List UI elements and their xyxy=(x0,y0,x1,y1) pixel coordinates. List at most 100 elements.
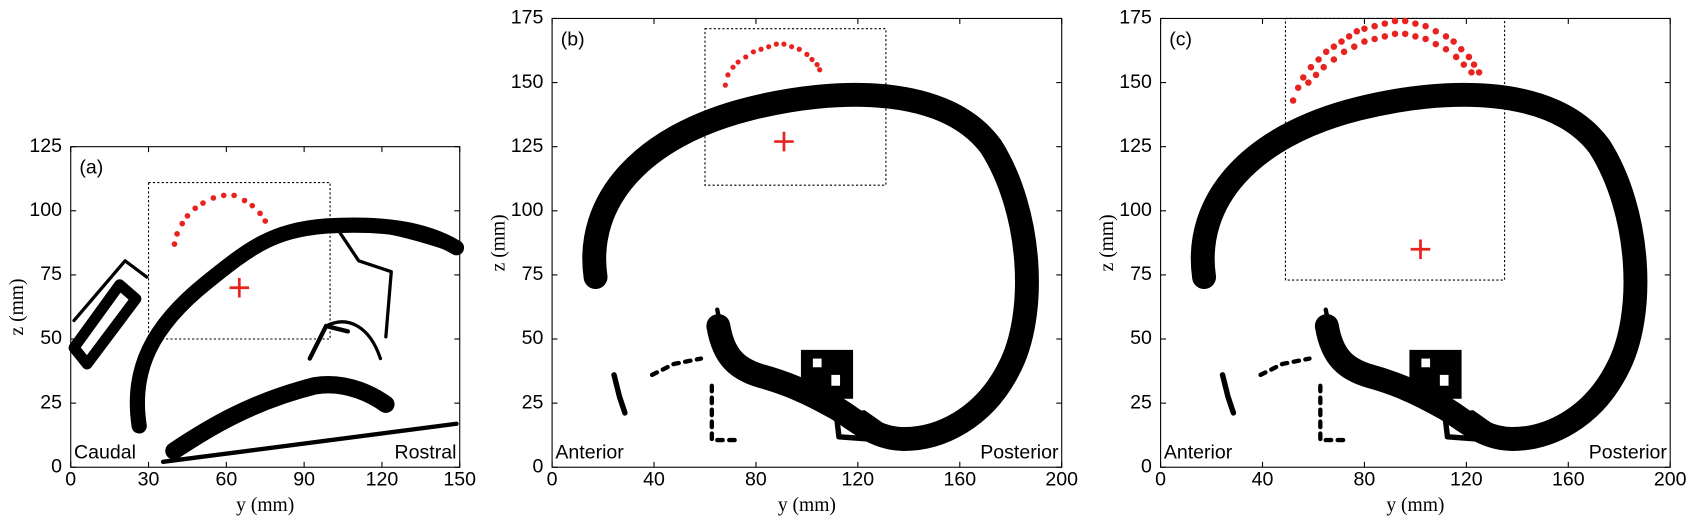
x-tick-label: 160 xyxy=(943,468,976,490)
plot-frame xyxy=(551,17,1063,468)
y-tick-label: 125 xyxy=(511,135,544,157)
plot-frame xyxy=(1160,17,1671,468)
anatomy-a xyxy=(68,217,465,464)
point xyxy=(1401,17,1409,25)
point xyxy=(179,220,186,227)
point xyxy=(722,82,728,88)
point xyxy=(1391,17,1399,25)
point xyxy=(1391,30,1399,38)
point xyxy=(1371,22,1378,30)
point xyxy=(743,54,749,60)
point xyxy=(192,205,199,212)
point xyxy=(1460,61,1468,68)
point xyxy=(1312,71,1320,79)
point xyxy=(184,213,191,219)
point xyxy=(1340,48,1348,56)
point xyxy=(1353,28,1361,35)
point xyxy=(1322,48,1330,56)
point xyxy=(231,192,237,199)
y-tick-label: 125 xyxy=(1119,135,1152,157)
annotation: Posterior xyxy=(1589,441,1668,463)
point xyxy=(210,195,217,201)
y-tick-label: 75 xyxy=(522,263,544,285)
x-tick-label: 30 xyxy=(138,468,160,490)
point xyxy=(1442,33,1450,40)
y-tick-label: 100 xyxy=(511,199,544,221)
y-tick-label: 0 xyxy=(533,455,544,477)
annotation: Rostral xyxy=(395,441,457,463)
point xyxy=(1307,63,1315,71)
x-tick-label: 80 xyxy=(745,468,767,490)
point xyxy=(1361,38,1368,45)
x-tick-label: 200 xyxy=(1045,468,1078,490)
y-tick-label: 175 xyxy=(511,7,544,29)
point xyxy=(1422,22,1429,30)
plot-frame xyxy=(70,146,461,468)
x-tick-label: 40 xyxy=(1252,468,1274,490)
point xyxy=(781,41,787,47)
x-tick-label: 160 xyxy=(1552,468,1585,490)
point xyxy=(809,56,815,63)
y-tick-label: 0 xyxy=(1141,455,1152,477)
point xyxy=(1289,97,1297,104)
x-axis-label: y (mm) xyxy=(778,495,836,516)
y-axis-label: z (mm) xyxy=(7,278,28,335)
y-tick-label: 25 xyxy=(40,391,62,413)
y-tick-label: 150 xyxy=(511,71,544,93)
y-tick-label: 75 xyxy=(40,263,62,285)
point xyxy=(1381,33,1389,40)
region xyxy=(704,28,887,186)
target xyxy=(229,277,250,298)
y-tick-label: 125 xyxy=(29,135,62,157)
y-tick-label: 100 xyxy=(29,199,62,221)
point xyxy=(804,51,810,57)
point xyxy=(1320,63,1327,71)
point xyxy=(1450,38,1457,45)
y-tick-label: 50 xyxy=(1130,327,1152,349)
anatomy-b xyxy=(594,95,1027,440)
point xyxy=(1371,35,1378,43)
point xyxy=(174,231,180,237)
point xyxy=(1330,56,1338,63)
x-tick-label: 90 xyxy=(293,468,315,490)
point xyxy=(1468,69,1475,76)
y-tick-label: 0 xyxy=(51,455,62,477)
annotation: Caudal xyxy=(74,441,136,463)
point xyxy=(758,46,764,52)
annotation: Anterior xyxy=(555,441,624,463)
y-tick-label: 175 xyxy=(1119,7,1152,29)
point xyxy=(1470,61,1478,68)
point xyxy=(1350,43,1358,50)
x-tick-label: 0 xyxy=(547,468,558,490)
y-tick-label: 75 xyxy=(1130,263,1152,285)
point xyxy=(773,41,779,47)
point xyxy=(766,44,772,50)
annotation: Anterior xyxy=(1164,441,1233,463)
y-axis-label: z (mm) xyxy=(1097,214,1118,271)
point xyxy=(1345,33,1353,40)
point xyxy=(257,210,263,217)
point xyxy=(1338,38,1345,45)
x-axis-label: y (mm) xyxy=(236,495,294,516)
point xyxy=(735,59,741,65)
y-tick-label: 150 xyxy=(1119,71,1152,93)
panel-label: (c) xyxy=(1169,28,1192,50)
point xyxy=(1432,40,1440,48)
y-tick-label: 50 xyxy=(40,327,62,349)
y-tick-label: 25 xyxy=(522,391,544,413)
point xyxy=(1475,69,1483,76)
point xyxy=(796,46,802,52)
x-axis-label: y (mm) xyxy=(1386,495,1444,516)
target xyxy=(1410,239,1431,260)
point xyxy=(1300,74,1307,81)
point xyxy=(262,218,269,224)
y-axis-label: z (mm) xyxy=(488,214,509,271)
x-tick-label: 120 xyxy=(366,468,399,490)
point xyxy=(1330,43,1338,50)
point xyxy=(1294,84,1302,91)
y-tick-label: 25 xyxy=(1130,391,1152,413)
point xyxy=(1432,28,1440,35)
point xyxy=(1315,56,1322,63)
point xyxy=(1465,53,1473,61)
